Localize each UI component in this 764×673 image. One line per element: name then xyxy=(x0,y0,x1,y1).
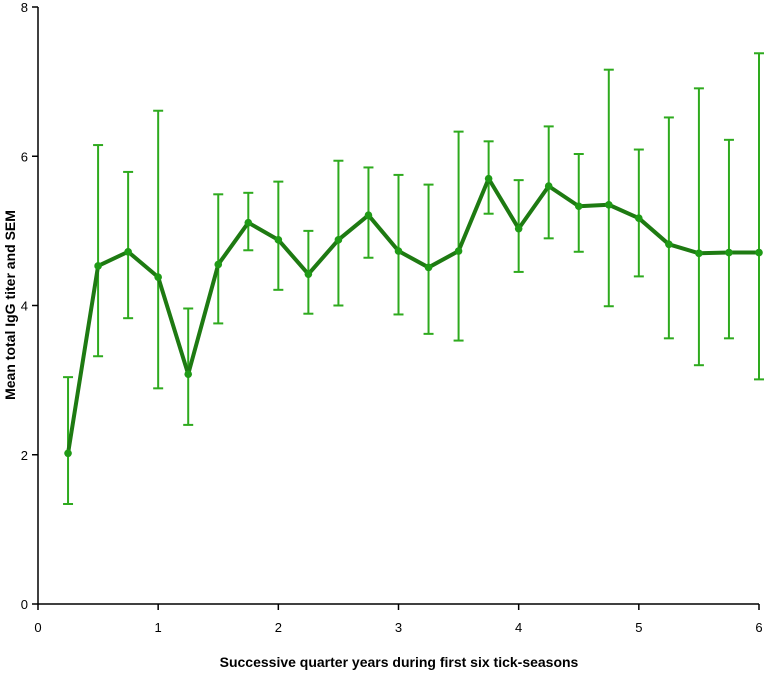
data-point xyxy=(574,202,583,211)
data-point xyxy=(484,174,493,183)
error-bar xyxy=(663,116,674,340)
x-tick-label: 0 xyxy=(34,620,41,635)
data-point xyxy=(94,262,102,270)
y-tick-label: 0 xyxy=(21,597,28,612)
error-bar xyxy=(633,148,644,278)
error-bar xyxy=(153,109,164,390)
data-point xyxy=(64,449,72,458)
data-point xyxy=(244,218,253,227)
data-point xyxy=(604,200,613,209)
data-point xyxy=(184,370,193,378)
y-tick-label: 2 xyxy=(21,448,28,463)
error-bar xyxy=(273,180,284,291)
error-bar xyxy=(213,193,224,325)
markers xyxy=(64,174,763,458)
data-point xyxy=(154,273,162,281)
error-bar xyxy=(63,376,74,506)
error-bar xyxy=(393,173,404,316)
data-point xyxy=(514,224,523,233)
data-point xyxy=(665,240,673,249)
x-axis-title: Successive quarter years during first si… xyxy=(220,654,579,670)
y-tick-label: 8 xyxy=(21,0,28,15)
x-tick-label: 1 xyxy=(155,620,162,635)
data-point xyxy=(334,236,343,244)
error-bar xyxy=(723,138,734,340)
y-tick-label: 4 xyxy=(21,299,28,314)
data-point xyxy=(755,248,763,257)
data-point xyxy=(364,211,373,220)
data-point xyxy=(214,260,223,269)
data-point xyxy=(274,236,283,244)
error-bar xyxy=(693,87,704,367)
x-tick-label: 6 xyxy=(755,620,762,635)
data-point xyxy=(695,249,703,258)
data-point xyxy=(454,247,463,255)
series-line xyxy=(66,176,761,456)
error-bar xyxy=(754,52,764,381)
error-bars xyxy=(63,52,764,506)
tick-labels: 0 1 2 3 4 5 6 0 2 4 6 8 xyxy=(21,0,763,635)
data-point xyxy=(304,270,313,278)
x-tick-label: 2 xyxy=(275,620,282,635)
data-point xyxy=(725,248,733,257)
error-bar xyxy=(123,170,134,320)
x-tick-label: 5 xyxy=(635,620,642,635)
data-point xyxy=(635,214,643,222)
data-point xyxy=(424,263,433,272)
error-bar xyxy=(423,183,434,335)
error-bar xyxy=(93,144,104,358)
error-bar xyxy=(333,159,344,307)
error-bar xyxy=(603,68,614,308)
error-bar xyxy=(453,130,464,342)
data-point xyxy=(124,247,132,256)
axes xyxy=(32,6,760,610)
y-axis-title: Mean total IgG titer and SEM xyxy=(2,210,18,400)
x-tick-label: 3 xyxy=(395,620,402,635)
series-line-group xyxy=(66,176,761,456)
data-point xyxy=(544,182,553,190)
x-tick-label: 4 xyxy=(515,620,522,635)
data-point xyxy=(394,247,403,255)
y-tick-label: 6 xyxy=(21,149,28,164)
